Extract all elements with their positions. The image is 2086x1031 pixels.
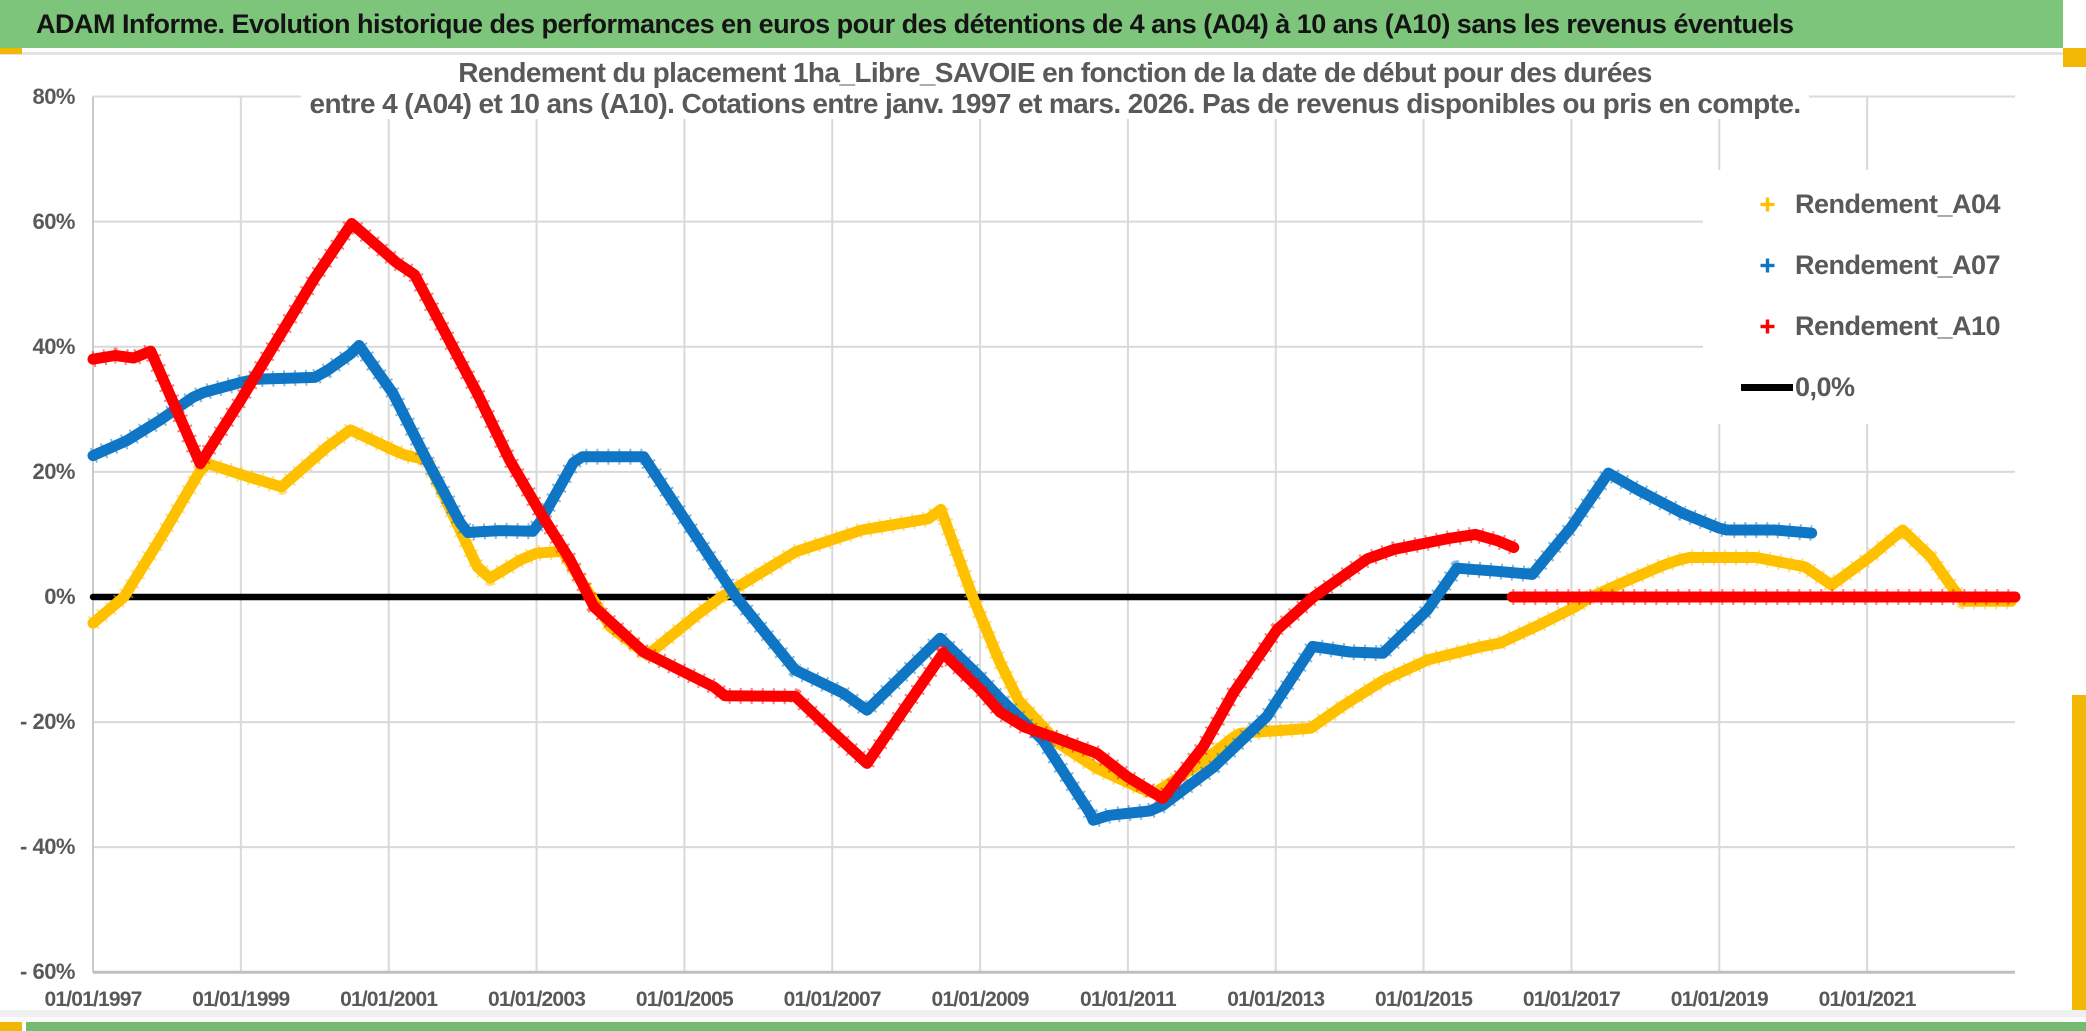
x-axis-label: 01/01/2019 [1670,988,1769,1011]
legend-item-rendement-a10[interactable]: Rendement_A10 [1703,301,2015,353]
y-axis-label: - 20% [20,709,75,735]
gold-accent-top-right [2063,48,2086,67]
legend-item-rendement-a07[interactable]: Rendement_A07 [1703,239,2015,291]
y-axis-label: - 60% [20,959,75,985]
series-markers-Rendement_A10 [91,215,1517,807]
x-axis-label: 01/01/2021 [1818,988,1917,1011]
header-divider [0,52,2077,55]
legend-item-rendement-a04[interactable]: Rendement_A04 [1703,178,2015,230]
bottom-gray-strip [0,1010,2086,1017]
plus-marker-icon [1739,257,1795,274]
y-axis-label: 20% [32,458,75,484]
legend-label: Rendement_A10 [1795,311,2001,342]
gold-accent-bottom-left [0,1022,22,1031]
chart-title-line2: entre 4 (A04) et 10 ans (A10). Cotations… [301,88,1809,119]
x-axis-label: 01/01/2013 [1227,988,1325,1011]
x-axis-label: 01/01/1997 [44,988,142,1011]
legend-label: Rendement_A07 [1795,249,2001,280]
chart-title: Rendement du placement 1ha_Libre_SAVOIE … [270,57,1840,119]
chart-title-line1: Rendement du placement 1ha_Libre_SAVOIE … [450,57,1660,88]
header-bar: ADAM Informe. Evolution historique des p… [0,0,2063,48]
chart-legend: Rendement_A04 Rendement_A07 Rendement_A10 0… [1703,170,2015,424]
plus-marker-icon [1739,318,1795,335]
x-axis-label: 01/01/2003 [487,988,586,1011]
bottom-green-bar [26,1022,2086,1031]
x-axis-label: 01/01/2017 [1522,988,1621,1011]
x-axis-label: 01/01/2001 [340,988,438,1011]
series-Rendement_A10 [87,218,1520,804]
x-axis-label: 01/01/2007 [783,988,882,1011]
gold-accent-right-stripe [2072,695,2086,1017]
y-axis-label: - 40% [20,834,75,860]
y-axis-label: 40% [32,333,75,359]
x-axis-label: 01/01/2009 [931,988,1030,1011]
x-axis-label: 01/01/1999 [192,988,290,1011]
y-axis-label: 0% [44,583,75,609]
gold-accent-left [0,48,22,54]
x-axis-label: 01/01/2005 [635,988,734,1011]
page-title: ADAM Informe. Evolution historique des p… [36,8,1794,39]
y-axis-label: 60% [32,208,75,234]
bottom-white-strip [0,1017,2086,1022]
x-axis-label: 01/01/2015 [1375,988,1473,1011]
series-Rendement_A07 [87,340,1818,826]
legend-item-0-0-[interactable]: 0,0% [1703,362,2015,414]
y-axis-label: 80% [32,83,75,109]
plus-marker-icon [1739,196,1795,213]
x-axis-label: 01/01/2011 [1079,988,1177,1011]
legend-label: Rendement_A04 [1795,188,2001,219]
series-markers-Rendement_A07 [89,337,1813,829]
legend-label: 0,0% [1795,372,1855,403]
line-marker-icon [1739,384,1795,392]
